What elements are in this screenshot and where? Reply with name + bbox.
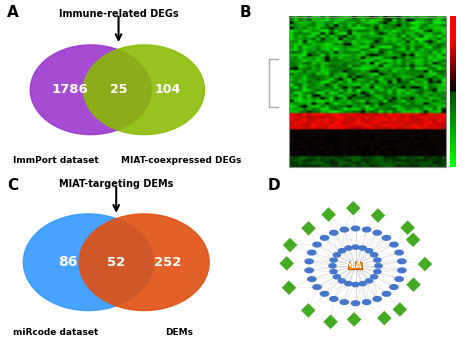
Ellipse shape <box>374 270 381 274</box>
Ellipse shape <box>305 268 313 273</box>
Ellipse shape <box>352 282 359 287</box>
Ellipse shape <box>313 285 321 289</box>
Text: A: A <box>7 5 19 20</box>
Text: DEMs: DEMs <box>165 328 193 338</box>
Point <box>410 282 417 288</box>
Text: 25: 25 <box>110 83 128 96</box>
Ellipse shape <box>305 259 313 264</box>
Point <box>374 213 382 218</box>
Ellipse shape <box>359 246 366 250</box>
Ellipse shape <box>383 235 391 240</box>
Text: MIAT-coexpressed DEGs: MIAT-coexpressed DEGs <box>121 156 241 165</box>
Point <box>404 225 411 231</box>
Circle shape <box>30 45 151 134</box>
Point <box>350 316 358 322</box>
Ellipse shape <box>398 268 406 273</box>
Ellipse shape <box>345 282 352 286</box>
Text: MIAT-targeting DEMs: MIAT-targeting DEMs <box>59 180 173 189</box>
Ellipse shape <box>333 275 340 279</box>
Point <box>381 315 388 321</box>
Point <box>285 285 293 290</box>
Point <box>409 237 417 243</box>
Ellipse shape <box>338 279 346 283</box>
Point <box>304 308 312 313</box>
Point <box>327 319 334 325</box>
Ellipse shape <box>363 300 371 304</box>
Ellipse shape <box>320 291 328 296</box>
Circle shape <box>84 45 204 134</box>
Ellipse shape <box>329 264 336 268</box>
Ellipse shape <box>340 227 348 232</box>
Ellipse shape <box>351 226 360 231</box>
Ellipse shape <box>313 242 321 247</box>
Ellipse shape <box>373 297 382 301</box>
Ellipse shape <box>345 246 352 250</box>
Text: miRcode dataset: miRcode dataset <box>13 328 99 338</box>
Ellipse shape <box>365 249 373 253</box>
Text: 1786: 1786 <box>51 83 88 96</box>
Ellipse shape <box>308 277 316 281</box>
Ellipse shape <box>338 249 346 253</box>
Ellipse shape <box>333 253 340 257</box>
FancyBboxPatch shape <box>348 262 363 270</box>
Ellipse shape <box>395 277 403 281</box>
Text: 86: 86 <box>58 255 77 269</box>
Ellipse shape <box>383 291 391 296</box>
Text: ImmPort dataset: ImmPort dataset <box>13 156 99 165</box>
Point <box>421 261 428 267</box>
Point <box>283 260 291 266</box>
Text: B: B <box>239 5 251 20</box>
Ellipse shape <box>374 258 381 262</box>
Ellipse shape <box>351 301 360 306</box>
Text: C: C <box>7 178 18 193</box>
Text: MIAT: MIAT <box>345 261 366 270</box>
Text: 252: 252 <box>154 256 181 269</box>
Text: 104: 104 <box>154 83 181 96</box>
Ellipse shape <box>390 242 398 247</box>
Ellipse shape <box>330 270 337 274</box>
Point <box>286 242 294 248</box>
Ellipse shape <box>363 227 371 232</box>
Text: D: D <box>268 178 281 193</box>
Ellipse shape <box>329 297 338 301</box>
Point <box>396 307 404 312</box>
Bar <box>289 17 446 168</box>
Ellipse shape <box>371 275 378 279</box>
Ellipse shape <box>340 300 348 304</box>
Circle shape <box>79 214 209 310</box>
Ellipse shape <box>359 282 366 286</box>
Ellipse shape <box>329 231 338 235</box>
Ellipse shape <box>375 264 382 268</box>
Ellipse shape <box>308 250 316 255</box>
Ellipse shape <box>330 258 337 262</box>
Text: Immune-related DEGs: Immune-related DEGs <box>59 9 178 19</box>
Ellipse shape <box>352 245 359 249</box>
Ellipse shape <box>373 231 382 235</box>
Point <box>349 205 357 211</box>
Point <box>305 226 312 231</box>
Circle shape <box>23 214 154 310</box>
Ellipse shape <box>395 250 403 255</box>
Ellipse shape <box>390 285 398 289</box>
Ellipse shape <box>365 279 373 283</box>
Ellipse shape <box>398 259 406 264</box>
Ellipse shape <box>371 253 378 257</box>
Ellipse shape <box>320 235 328 240</box>
Text: 52: 52 <box>107 256 125 269</box>
Point <box>325 212 332 217</box>
